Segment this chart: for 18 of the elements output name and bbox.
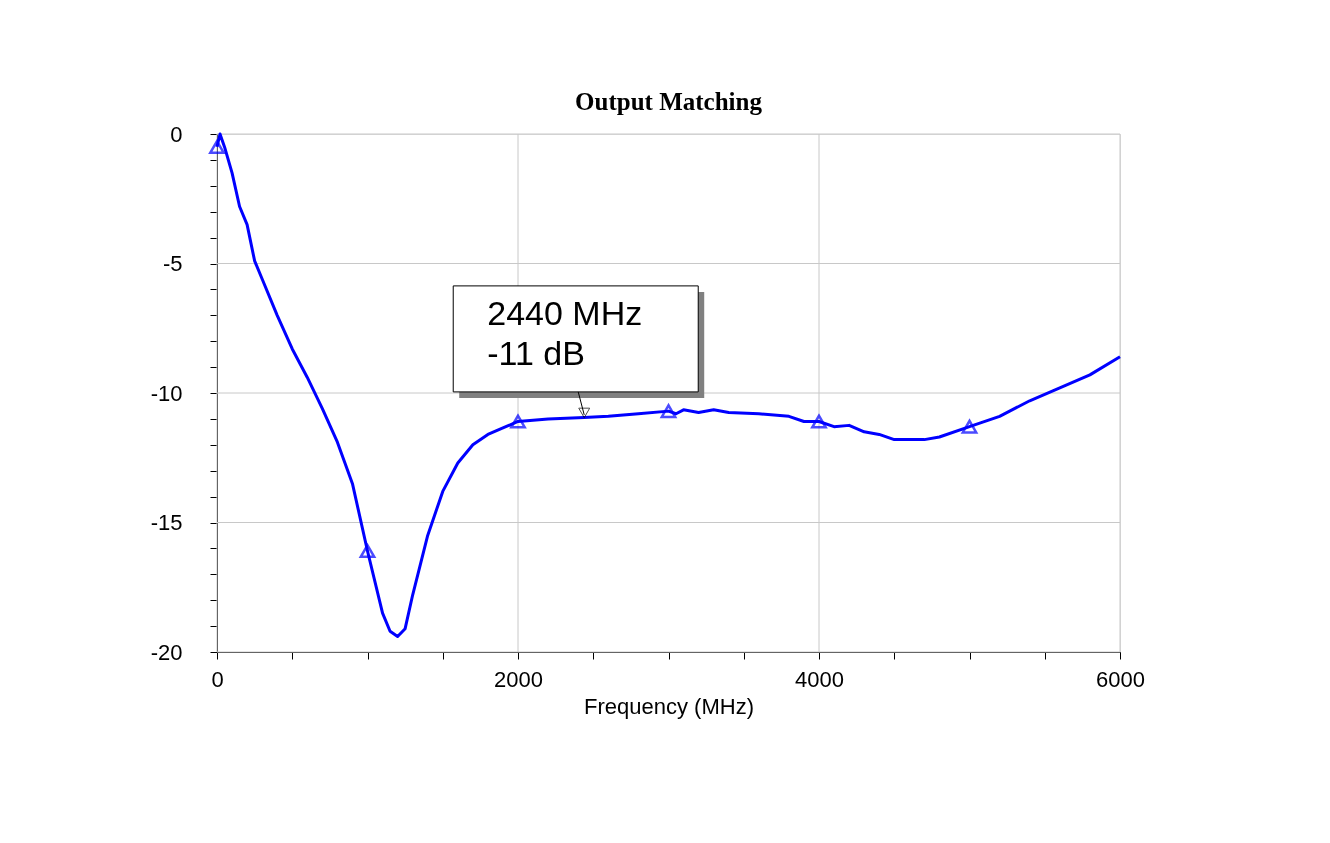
point (359, 543, 376, 559)
annotation: 2440 MHz -11 dB (487, 293, 643, 372)
y-tick-label: -20 (150, 639, 183, 665)
x-tick-label: 6000 (1096, 666, 1145, 692)
x-tick-label: 2000 (494, 666, 543, 692)
y-tick-label: -10 (150, 380, 183, 406)
point (209, 139, 225, 155)
y-tick-label: -5 (162, 251, 183, 276)
x-tick-label: 0 (211, 666, 224, 692)
point (811, 414, 827, 429)
point (961, 419, 978, 434)
y-tick-label: 0 (170, 121, 183, 147)
chart-title: Output Matching (575, 88, 763, 115)
x-tick-label: 4000 (795, 666, 844, 692)
point (660, 404, 677, 419)
y-tick-label: -15 (150, 510, 183, 535)
point (510, 414, 526, 429)
x-axis-title: Frequency (MHz) (584, 693, 754, 719)
